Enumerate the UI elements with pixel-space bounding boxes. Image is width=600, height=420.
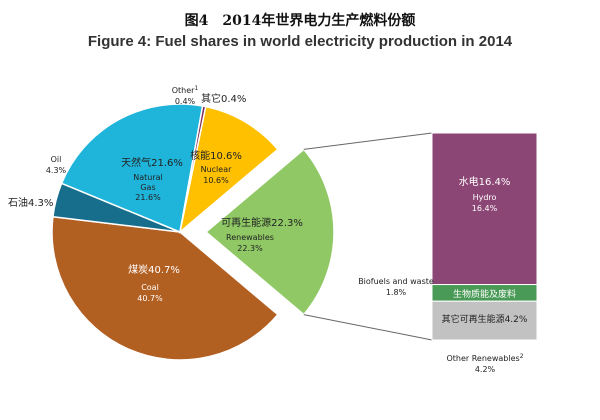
label-other-renewables-en: Other Renewables2 (446, 353, 523, 363)
label-other-renewables-cn: 其它可再生能源4.2% (442, 313, 528, 325)
label-other-cn: 其它0.4% (201, 92, 246, 105)
label-coal-cn: 煤炭40.7% (128, 263, 180, 276)
label-renewables-pct: 22.3% (237, 244, 263, 253)
connector-line-top (303, 132, 433, 150)
label-coal-en: Coal (141, 283, 159, 292)
label-biofuels-cn: 生物质能及废料 (453, 288, 516, 300)
pie-slice-renewables (204, 148, 335, 316)
label-other-en: Other1 (172, 85, 199, 95)
label-oil-en: Oil (51, 155, 62, 164)
label-gas-cn: 天然气21.6% (121, 156, 183, 169)
bar-segment-hydro (431, 132, 538, 286)
label-nuclear-pct: 10.6% (203, 176, 229, 185)
label-other-pct: 0.4% (175, 97, 196, 106)
bar-segment-other_renewables (431, 300, 538, 341)
label-gas-pct: 21.6% (135, 193, 161, 202)
label-hydro-cn: 水电16.4% (459, 175, 511, 188)
label-nuclear-en: Nuclear (201, 165, 233, 174)
pie-slice-coal (51, 215, 279, 361)
label-oil-pct: 4.3% (46, 166, 67, 175)
label-hydro-en: Hydro (473, 193, 497, 202)
label-nuclear-cn: 核能10.6% (190, 149, 242, 162)
label-gas-en-line1: Natural (133, 173, 163, 182)
chart-title-english: Figure 4: Fuel shares in world electrici… (87, 33, 513, 50)
label-other-renewables-pct: 4.2% (475, 365, 496, 374)
label-renewables-cn: 可再生能源22.3% (221, 216, 303, 229)
pie-slice-nuclear (178, 105, 279, 234)
label-coal-pct: 40.7% (137, 294, 163, 303)
label-biofuels-en: Biofuels and waste (358, 277, 434, 286)
label-oil-cn: 石油4.3% (8, 196, 53, 209)
pie-slice-gas (60, 103, 204, 234)
label-gas-en-line2: Gas (140, 183, 155, 192)
label-biofuels-pct: 1.8% (386, 288, 407, 297)
label-renewables-en: Renewables (226, 233, 274, 242)
chart-title-chinese: 图4 2014年世界电力生产燃料份额 (184, 13, 416, 29)
connector-line-bottom (303, 314, 433, 341)
label-hydro-pct: 16.4% (472, 204, 498, 213)
